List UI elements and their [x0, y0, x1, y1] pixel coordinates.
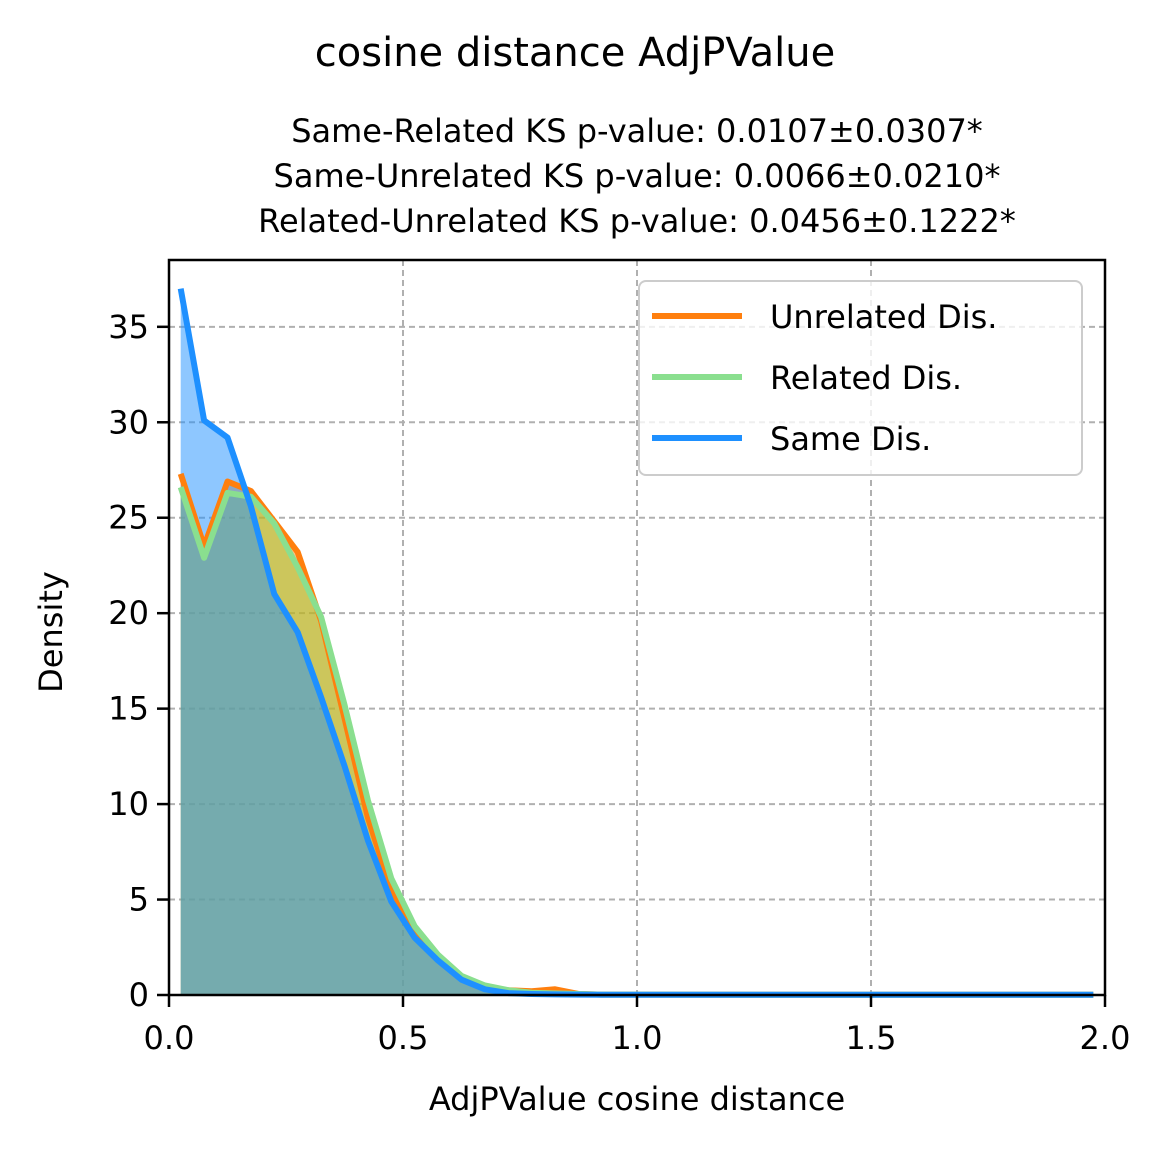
y-tick-label: 25 — [108, 499, 149, 537]
subtitle-line-1: Same-Related KS p-value: 0.0107±0.0307* — [291, 112, 983, 150]
chart-title: cosine distance AdjPValue — [315, 30, 835, 76]
legend-label-unrelated: Unrelated Dis. — [770, 298, 997, 336]
density-fills — [180, 288, 1094, 996]
subtitle-line-2: Same-Unrelated KS p-value: 0.0066±0.0210… — [274, 157, 1001, 195]
y-tick-label: 5 — [129, 881, 149, 919]
x-tick-label: 1.0 — [612, 1019, 663, 1057]
area-same — [180, 288, 1094, 996]
x-tick-label: 2.0 — [1080, 1019, 1131, 1057]
legend: Unrelated Dis. Related Dis. Same Dis. — [638, 280, 1083, 476]
legend-label-same: Same Dis. — [770, 420, 931, 458]
subtitle-line-3: Related-Unrelated KS p-value: 0.0456±0.1… — [258, 202, 1016, 240]
legend-box — [638, 280, 1083, 476]
x-tick-label: 1.5 — [846, 1019, 897, 1057]
legend-label-related: Related Dis. — [770, 359, 962, 397]
y-tick-label: 30 — [108, 403, 149, 441]
y-tick-label: 35 — [108, 308, 149, 346]
x-tick-label: 0.5 — [378, 1019, 429, 1057]
axis-ticks: 0.0 0.5 1.0 1.5 2.0 0 5 10 15 20 25 30 35 — [108, 308, 1130, 1057]
y-axis-label: Density — [32, 571, 70, 693]
x-tick-label: 0.0 — [144, 1019, 195, 1057]
y-tick-label: 0 — [129, 976, 149, 1014]
y-tick-label: 10 — [108, 785, 149, 823]
x-axis-label: AdjPValue cosine distance — [429, 1080, 845, 1118]
y-tick-label: 15 — [108, 690, 149, 728]
y-tick-label: 20 — [108, 594, 149, 632]
